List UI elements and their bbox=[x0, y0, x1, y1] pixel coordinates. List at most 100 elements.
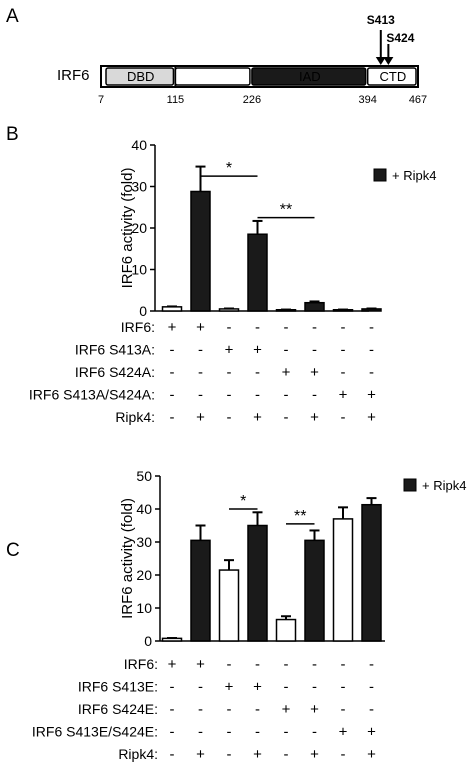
condition-sign: - bbox=[170, 364, 175, 381]
condition-sign: - bbox=[312, 319, 317, 336]
legend-label: + Ripk4 bbox=[422, 478, 466, 493]
site-label: S413 bbox=[367, 13, 395, 27]
condition-sign: - bbox=[369, 364, 374, 381]
condition-sign: - bbox=[170, 409, 175, 426]
panel-label: A bbox=[6, 6, 19, 27]
condition-sign: - bbox=[227, 656, 232, 673]
condition-sign: + bbox=[253, 679, 262, 696]
bar bbox=[161, 637, 183, 642]
significance-label: * bbox=[226, 160, 232, 177]
panel-label: B bbox=[6, 124, 19, 145]
condition-label: Ripk4: bbox=[118, 746, 158, 762]
condition-label: Ripk4: bbox=[115, 409, 155, 425]
condition-sign: + bbox=[282, 364, 291, 381]
condition-sign: - bbox=[227, 364, 232, 381]
condition-sign: - bbox=[284, 387, 289, 404]
y-tick-label: 0 bbox=[139, 303, 147, 319]
domain-label: DBD bbox=[127, 69, 154, 84]
condition-sign: - bbox=[170, 701, 175, 718]
condition-sign: - bbox=[341, 409, 346, 426]
y-tick-label: 10 bbox=[131, 262, 147, 278]
site-arrowhead bbox=[383, 57, 394, 65]
condition-sign: + bbox=[310, 409, 319, 426]
condition-sign: - bbox=[255, 656, 260, 673]
bar bbox=[304, 301, 325, 312]
residue-position: 226 bbox=[243, 94, 261, 106]
residue-position: 467 bbox=[409, 94, 427, 106]
condition-sign: - bbox=[255, 724, 260, 741]
condition-sign: + bbox=[225, 342, 234, 359]
condition-sign: - bbox=[284, 679, 289, 696]
condition-sign: + bbox=[367, 724, 376, 741]
bar bbox=[218, 569, 240, 642]
condition-sign: - bbox=[341, 701, 346, 718]
condition-sign: - bbox=[227, 409, 232, 426]
condition-sign: + bbox=[310, 746, 319, 763]
condition-sign: - bbox=[255, 319, 260, 336]
y-tick-label: 20 bbox=[136, 567, 152, 583]
bar bbox=[361, 308, 382, 312]
condition-sign: - bbox=[284, 724, 289, 741]
residue-position: 7 bbox=[98, 94, 104, 106]
bar bbox=[304, 539, 325, 642]
condition-sign: - bbox=[198, 387, 203, 404]
condition-sign: - bbox=[198, 679, 203, 696]
bar bbox=[275, 618, 297, 642]
condition-label: IRF6 S413E/S424E: bbox=[32, 724, 158, 740]
y-tick-label: 30 bbox=[131, 179, 147, 195]
condition-sign: + bbox=[367, 746, 376, 763]
panel-a-domain-diagram: A IRF6 DBD IAD CTD 7 115 226 394 467 S413 S424 bbox=[6, 6, 427, 106]
domain-segment bbox=[251, 67, 367, 86]
residue-position: 394 bbox=[359, 94, 377, 106]
bar bbox=[218, 308, 240, 312]
condition-sign: - bbox=[312, 656, 317, 673]
condition-sign: + bbox=[225, 679, 234, 696]
legend-marker bbox=[403, 478, 417, 492]
condition-sign: - bbox=[227, 387, 232, 404]
significance-label: * bbox=[240, 493, 246, 510]
condition-sign: - bbox=[284, 656, 289, 673]
condition-sign: - bbox=[227, 724, 232, 741]
condition-label: IRF6: bbox=[121, 319, 155, 335]
condition-sign: - bbox=[341, 319, 346, 336]
y-tick-label: 30 bbox=[136, 534, 152, 550]
condition-sign: + bbox=[282, 701, 291, 718]
condition-sign: - bbox=[255, 701, 260, 718]
site-label: S424 bbox=[386, 31, 414, 45]
condition-sign: + bbox=[196, 656, 205, 673]
condition-sign: - bbox=[369, 679, 374, 696]
condition-sign: - bbox=[198, 724, 203, 741]
condition-sign: + bbox=[253, 746, 262, 763]
y-tick-label: 10 bbox=[136, 600, 152, 616]
bar bbox=[275, 309, 297, 312]
condition-label: IRF6 S413E: bbox=[78, 679, 158, 695]
y-axis-label: IRF6 activity (fold) bbox=[119, 498, 136, 619]
condition-sign: - bbox=[227, 701, 232, 718]
condition-sign: - bbox=[284, 746, 289, 763]
condition-sign: + bbox=[339, 724, 348, 741]
condition-sign: - bbox=[369, 342, 374, 359]
condition-label: IRF6 S424A: bbox=[75, 364, 155, 380]
condition-sign: - bbox=[312, 342, 317, 359]
condition-sign: + bbox=[168, 656, 177, 673]
condition-sign: - bbox=[170, 342, 175, 359]
condition-sign: - bbox=[369, 319, 374, 336]
panel-label: C bbox=[6, 540, 20, 561]
condition-sign: + bbox=[196, 746, 205, 763]
condition-sign: - bbox=[170, 387, 175, 404]
domain-segment bbox=[174, 67, 251, 86]
residue-position: 115 bbox=[167, 94, 185, 106]
condition-sign: - bbox=[255, 387, 260, 404]
condition-sign: - bbox=[170, 724, 175, 741]
condition-label: IRF6 S413A/S424A: bbox=[29, 387, 155, 403]
y-axis-label: IRF6 activity (fold) bbox=[119, 168, 136, 289]
bar bbox=[190, 539, 211, 642]
condition-sign: - bbox=[341, 364, 346, 381]
site-arrowhead bbox=[375, 57, 386, 65]
y-tick-label: 20 bbox=[131, 220, 147, 236]
bar bbox=[247, 233, 268, 312]
condition-sign: + bbox=[196, 319, 205, 336]
domain-label: CTD bbox=[379, 69, 406, 84]
protein-label: IRF6 bbox=[57, 67, 90, 84]
